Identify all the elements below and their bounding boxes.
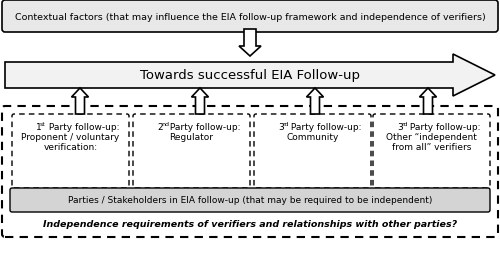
FancyBboxPatch shape: [12, 115, 129, 188]
Polygon shape: [306, 89, 324, 115]
Text: Party follow-up:: Party follow-up:: [167, 122, 240, 132]
Text: nd: nd: [161, 121, 169, 126]
Text: 1st Party follow-up:: 1st Party follow-up:: [27, 122, 114, 132]
FancyBboxPatch shape: [2, 1, 498, 33]
Polygon shape: [239, 30, 261, 57]
Text: Contextual factors (that may influence the EIA follow-up framework and independe: Contextual factors (that may influence t…: [14, 12, 486, 21]
Text: Other “independent: Other “independent: [386, 133, 477, 141]
FancyBboxPatch shape: [10, 188, 490, 212]
Polygon shape: [72, 89, 88, 115]
Polygon shape: [192, 89, 208, 115]
Text: 2nd Party follow-up:: 2nd Party follow-up:: [146, 122, 237, 132]
Text: Community: Community: [286, 133, 339, 141]
Polygon shape: [420, 89, 436, 115]
Text: st: st: [40, 121, 46, 126]
Text: Party follow-up:: Party follow-up:: [407, 122, 480, 132]
Polygon shape: [5, 55, 495, 97]
FancyBboxPatch shape: [133, 115, 250, 188]
FancyBboxPatch shape: [2, 107, 498, 237]
Text: Regulator: Regulator: [170, 133, 214, 141]
FancyBboxPatch shape: [373, 115, 490, 188]
Text: rd: rd: [401, 121, 407, 126]
Text: 3rd Party follow-up:: 3rd Party follow-up:: [387, 122, 476, 132]
Text: 1: 1: [36, 122, 42, 132]
Text: 3: 3: [278, 122, 284, 132]
Text: Towards successful EIA Follow-up: Towards successful EIA Follow-up: [140, 69, 360, 82]
Text: 2: 2: [158, 122, 163, 132]
Text: 3: 3: [398, 122, 403, 132]
Text: from all” verifiers: from all” verifiers: [392, 142, 471, 151]
Text: Proponent / voluntary: Proponent / voluntary: [22, 133, 120, 141]
Text: rd: rd: [282, 121, 288, 126]
Text: Parties / Stakeholders in EIA follow-up (that may be required to be independent): Parties / Stakeholders in EIA follow-up …: [68, 196, 432, 205]
Text: 3rd Party follow-up:: 3rd Party follow-up:: [268, 122, 357, 132]
Text: Party follow-up:: Party follow-up:: [288, 122, 362, 132]
Text: Independence requirements of verifiers and relationships with other parties?: Independence requirements of verifiers a…: [43, 220, 457, 229]
Text: Party follow-up:: Party follow-up:: [46, 122, 120, 132]
Text: verification:: verification:: [44, 142, 98, 151]
FancyBboxPatch shape: [254, 115, 371, 188]
